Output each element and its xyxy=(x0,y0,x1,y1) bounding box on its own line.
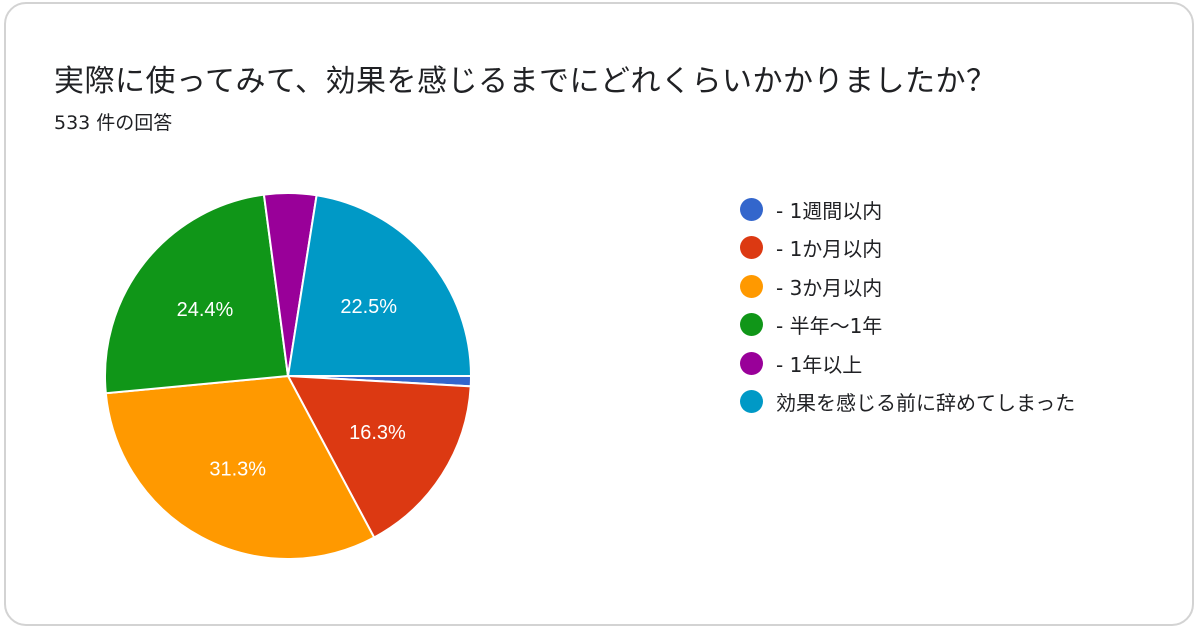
chart-legend: - 1週間以内 - 1か月以内 - 3か月以内 - 半年〜1年 - 1年以上効果を感じる… xyxy=(740,190,1075,421)
pie-slice-3 xyxy=(104,193,290,395)
pie-slice-label-3: 24.4% xyxy=(177,299,234,321)
pie-slice-label-1: 16.3% xyxy=(349,422,406,444)
pie-slice-2 xyxy=(104,374,376,560)
legend-label: - 3か月以内 xyxy=(776,275,883,300)
pie-slice-label-5: 22.5% xyxy=(340,296,397,318)
legend-swatch xyxy=(740,313,763,337)
pie-slice-label-2: 31.3% xyxy=(209,458,266,480)
legend-item: - 3か月以内 xyxy=(740,267,1075,306)
legend-item: - 半年〜1年 xyxy=(740,306,1075,345)
legend-swatch xyxy=(740,351,763,375)
legend-label: - 1年以上 xyxy=(776,352,863,377)
legend-label: - 1か月以内 xyxy=(776,237,883,262)
pie-slice-1 xyxy=(286,374,472,539)
response-count: 533 件の回答 xyxy=(54,112,173,134)
legend-item: - 1週間以内 xyxy=(740,190,1075,229)
legend-label: - 1週間以内 xyxy=(776,198,883,223)
legend-swatch xyxy=(740,197,763,221)
pie-slice-5 xyxy=(286,194,473,377)
legend-swatch xyxy=(740,236,763,260)
legend-label: - 半年〜1年 xyxy=(776,314,883,339)
legend-item: 効果を感じる前に辞めてしまった xyxy=(740,383,1075,422)
legend-item: - 1か月以内 xyxy=(740,229,1075,268)
chart-title: 実際に使ってみて、効果を感じるまでにどれくらいかかりましたか？ xyxy=(54,64,997,99)
legend-item: - 1年以上 xyxy=(740,344,1075,383)
legend-label: 効果を感じる前に辞めてしまった xyxy=(776,391,1076,416)
legend-swatch xyxy=(740,274,763,298)
legend-swatch xyxy=(740,390,763,414)
